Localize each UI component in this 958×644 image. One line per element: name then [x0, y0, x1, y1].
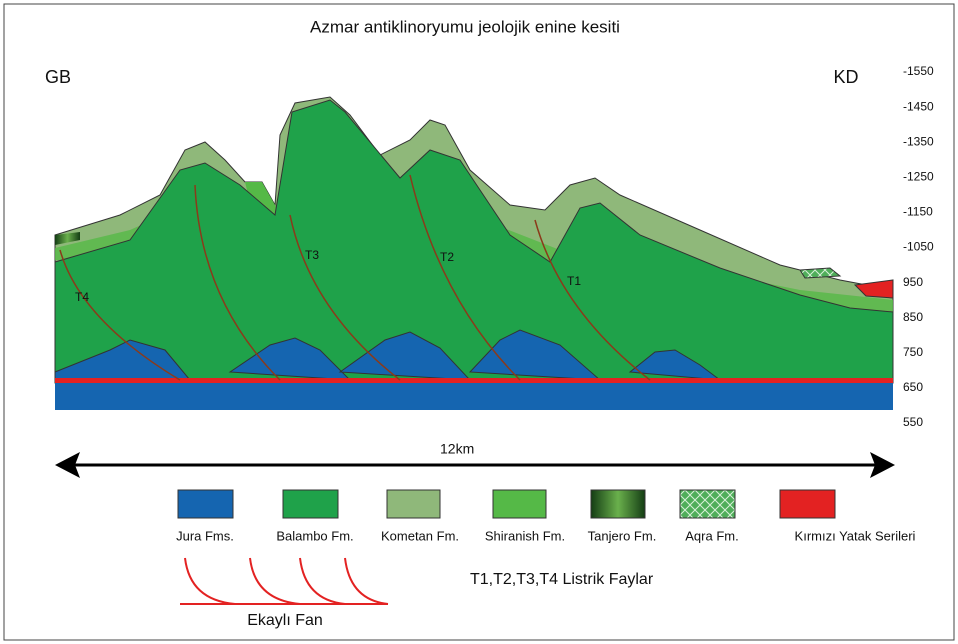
- fan-label: Ekaylı Fan: [247, 612, 323, 629]
- title: Azmar antiklinoryumu jeolojik enine kesi…: [310, 17, 620, 36]
- scale-label: -1350: [903, 134, 934, 148]
- legend-label: Kometan Fm.: [381, 528, 459, 543]
- left-label: GB: [45, 67, 71, 87]
- scale-label: 650: [903, 380, 923, 394]
- distance-label: 12km: [440, 441, 474, 457]
- legend-label: Kırmızı Yatak Serileri: [795, 528, 916, 543]
- scale-label: -1150: [903, 205, 933, 219]
- scale-label: -1050: [903, 240, 934, 254]
- scale-label: 750: [903, 345, 923, 359]
- fault-label: T2: [440, 250, 454, 264]
- scale-label: -1450: [903, 99, 934, 113]
- legend-label: Shiranish Fm.: [485, 528, 565, 543]
- right-label: KD: [833, 67, 858, 87]
- scale-label: -1550: [903, 64, 934, 78]
- fan-symbol: [180, 558, 388, 604]
- legend-swatches: [178, 490, 835, 518]
- legend-label: Tanjero Fm.: [588, 528, 657, 543]
- scale-label: 950: [903, 275, 923, 289]
- scale-label: -1250: [903, 169, 934, 183]
- scale-label: 550: [903, 415, 923, 429]
- fault-label: T1: [567, 274, 581, 288]
- cross-section: Azmar antiklinoryumu jeolojik enine kesi…: [0, 0, 958, 644]
- legend: Jura Fms. Balambo Fm. Kometan Fm. Shiranish…: [176, 528, 915, 543]
- geology: [55, 97, 893, 410]
- fault-label: T4: [75, 290, 89, 304]
- legend-label: Aqra Fm.: [685, 528, 738, 543]
- scale-label: 850: [903, 310, 923, 324]
- distance-arrow: [55, 452, 895, 478]
- legend-label: Jura Fms.: [176, 528, 234, 543]
- fault-note: T1,T2,T3,T4 Listrik Faylar: [470, 571, 654, 588]
- scale: -1550 -1450 -1350 -1250 -1150 -1050 950 850 750 6…: [903, 64, 934, 429]
- legend-label: Balambo Fm.: [276, 528, 353, 543]
- fault-label: T3: [305, 248, 319, 262]
